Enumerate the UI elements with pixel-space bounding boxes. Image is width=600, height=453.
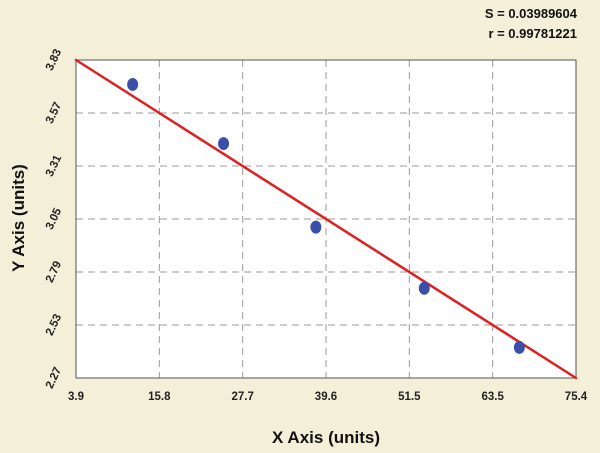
data-point bbox=[418, 281, 430, 295]
data-point bbox=[513, 340, 525, 354]
r-statistic: r = 0.99781221 bbox=[488, 26, 577, 41]
s-statistic: S = 0.03989604 bbox=[485, 6, 578, 21]
y-tick-label: 3.57 bbox=[44, 100, 64, 125]
x-tick-label: 63.5 bbox=[481, 391, 504, 403]
y-tick-label: 3.83 bbox=[44, 47, 64, 72]
x-axis-title: X Axis (units) bbox=[272, 428, 380, 447]
x-tick-label: 27.7 bbox=[231, 391, 253, 403]
data-points bbox=[127, 77, 525, 354]
y-tick-label: 2.79 bbox=[44, 259, 64, 284]
fit-line bbox=[74, 58, 578, 380]
fit-line-layer bbox=[74, 58, 578, 380]
x-tick-label: 15.8 bbox=[148, 391, 171, 403]
x-tick-label: 39.6 bbox=[315, 391, 337, 403]
x-tick-label: 75.4 bbox=[565, 391, 588, 403]
data-point bbox=[218, 137, 230, 151]
x-tick-labels: 3.9 15.8 27.7 39.6 51.5 63.5 75.4 bbox=[68, 391, 588, 403]
y-tick-label: 3.31 bbox=[44, 153, 65, 179]
y-tick-label: 2.27 bbox=[44, 365, 64, 390]
data-point bbox=[127, 77, 139, 91]
data-point bbox=[310, 220, 322, 234]
x-tick-label: 3.9 bbox=[68, 391, 84, 403]
y-axis-title: Y Axis (units) bbox=[9, 164, 28, 272]
x-tick-label: 51.5 bbox=[398, 391, 421, 403]
y-tick-label: 2.53 bbox=[44, 312, 64, 337]
plot-frame bbox=[75, 59, 577, 379]
y-tick-label: 3.05 bbox=[44, 206, 65, 232]
y-tick-labels: 2.27 2.53 2.79 3.05 3.31 3.57 3.83 bbox=[44, 47, 65, 390]
